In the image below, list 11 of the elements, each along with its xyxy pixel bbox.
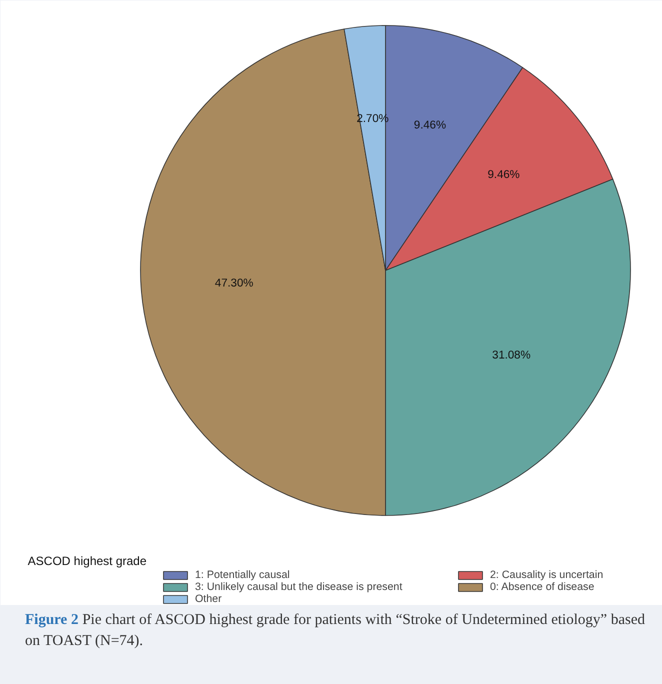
caption: Figure 2 Pie chart of ASCOD highest grade for patients with “Stroke of Undetermined etiology” based on TOAST (N=74). bbox=[25, 611, 646, 651]
legend-label: Other bbox=[195, 593, 223, 605]
legend-label: 0: Absence of disease bbox=[490, 581, 596, 593]
data-label: 47.30% bbox=[214, 277, 254, 290]
legend-label: 1: Potentially causal bbox=[195, 569, 291, 581]
data-label: 31.08% bbox=[492, 350, 531, 362]
legend-label: 3: Unlikely causal but the disease is present bbox=[195, 581, 404, 593]
legend-title: ASCOD highest grade bbox=[28, 554, 147, 568]
legend-label: 2: Causality is uncertain bbox=[490, 569, 604, 581]
data-label: 9.46% bbox=[414, 119, 446, 132]
data-label: 9.46% bbox=[488, 169, 520, 182]
